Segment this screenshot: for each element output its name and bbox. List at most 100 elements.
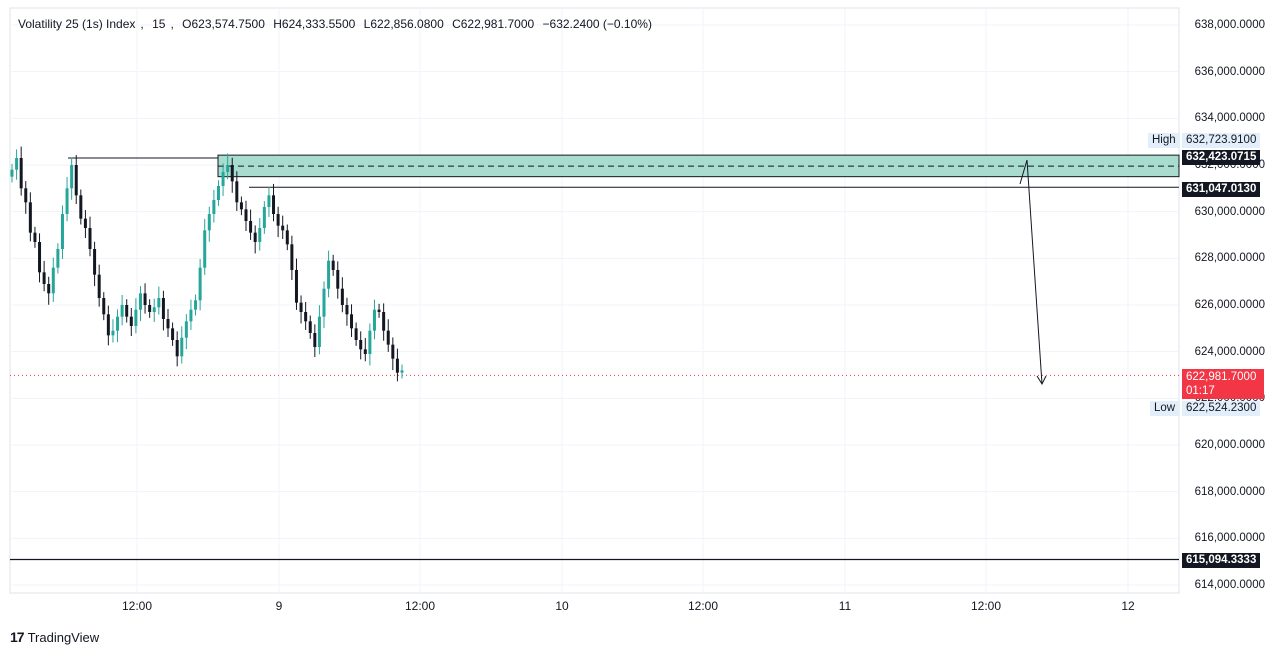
candle-body: [116, 316, 120, 331]
candle-body: [308, 321, 312, 334]
low-value-tag: 622,524.2300: [1182, 401, 1261, 416]
candle-body: [60, 214, 64, 250]
candle-body: [272, 195, 276, 215]
candle-body: [189, 309, 193, 322]
candle-body: [363, 349, 367, 355]
price-tick-label: 630,000.0000: [1194, 205, 1265, 218]
candle-body: [180, 337, 184, 357]
candle-body: [345, 305, 349, 315]
interval-label[interactable]: 15: [152, 17, 166, 31]
candle-body: [230, 165, 234, 182]
zone-top-price-tag: 632,423.0715: [1182, 150, 1261, 165]
candle-body: [226, 165, 230, 173]
candle-body: [15, 158, 19, 170]
candle-body: [79, 195, 83, 219]
candle-body: [33, 232, 37, 243]
price-tick-label: 614,000.0000: [1194, 579, 1265, 591]
time-tick-label: 10: [555, 599, 569, 613]
candle-body: [290, 244, 294, 271]
time-tick-label: 12:00: [970, 599, 1002, 613]
candle-body: [382, 312, 386, 331]
price-tick-label: 628,000.0000: [1194, 252, 1265, 265]
candle-body: [203, 230, 207, 268]
candle-body: [171, 328, 175, 341]
high-value-tag: 632,723.9100: [1182, 133, 1261, 148]
candle-body: [336, 270, 340, 289]
candle-body: [285, 230, 289, 245]
candle-body: [253, 232, 257, 243]
symbol-name[interactable]: Volatility 25 (1s) Index: [18, 17, 136, 31]
projection-arrow-head: [1036, 375, 1047, 386]
candle-body: [317, 316, 321, 348]
candle-body: [313, 333, 317, 348]
candle-body: [93, 249, 97, 275]
candle-body: [359, 340, 363, 350]
candle-body: [377, 309, 381, 313]
candle-body: [125, 305, 129, 317]
candle-body: [400, 370, 404, 373]
candle-body: [249, 221, 253, 233]
candle-body: [258, 228, 262, 243]
time-tick-label: 12:00: [687, 599, 719, 613]
price-tick-label: 616,000.0000: [1194, 532, 1265, 545]
candle-body: [368, 330, 372, 355]
candle-body: [235, 181, 239, 203]
candle-body: [161, 298, 165, 320]
candle-body: [304, 312, 308, 322]
candle-body: [267, 195, 271, 208]
tradingview-brand[interactable]: 17 TradingView: [10, 629, 99, 645]
candle-body: [386, 330, 390, 345]
candle-body: [143, 293, 147, 306]
price-tick-label: 636,000.0000: [1194, 65, 1265, 78]
candle-body: [184, 321, 188, 338]
projection-arrow: [1019, 159, 1043, 385]
candle-body: [340, 288, 344, 306]
candle-body: [221, 172, 225, 187]
low-label-tag: Low: [1150, 401, 1180, 416]
candle-body: [56, 249, 60, 268]
brand-name: TradingView: [27, 629, 100, 645]
candle-body: [239, 202, 243, 210]
candle-body: [129, 316, 133, 327]
time-tick-label: 12: [1121, 599, 1135, 613]
candle-body: [354, 328, 358, 341]
candle-body: [322, 288, 326, 317]
candle-body: [111, 330, 115, 336]
candle-body: [138, 293, 142, 310]
price-tick-label: 618,000.0000: [1194, 485, 1265, 498]
price-tick-label: 624,000.0000: [1194, 345, 1265, 358]
candle-body: [102, 298, 106, 315]
change-value: −632.2400 (−0.10%): [542, 17, 652, 31]
candle-body: [38, 242, 42, 273]
candle-body: [327, 260, 331, 289]
candle-body: [42, 272, 46, 285]
candle-body: [51, 267, 55, 294]
candle-body: [97, 274, 101, 299]
candle-body: [391, 344, 395, 359]
candle-body: [134, 309, 138, 327]
close-value: C622,981.7000: [452, 17, 535, 31]
candle-body: [276, 214, 280, 226]
time-tick-label: 9: [275, 599, 283, 613]
candle-body: [281, 225, 285, 231]
price-tick-label: 634,000.0000: [1194, 112, 1265, 125]
bar-countdown: 01:17: [1186, 385, 1215, 397]
candle-body: [244, 209, 248, 222]
candle-body: [262, 207, 266, 229]
candle-body: [294, 270, 298, 303]
candle-body: [28, 202, 32, 233]
high-label-tag: High: [1148, 133, 1180, 148]
last-price-tag: 622,981.7000 01:17: [1182, 369, 1264, 399]
support-price-tag: 615,094.3333: [1182, 553, 1261, 568]
resistance-price-tag: 631,047.0130: [1182, 182, 1261, 197]
last-price-value: 622,981.7000: [1186, 371, 1257, 383]
candle-body: [372, 309, 376, 331]
candle-body: [19, 158, 23, 189]
candle-body: [216, 186, 220, 201]
tradingview-logo-icon: 17: [10, 629, 25, 645]
candle-body: [331, 260, 335, 271]
candle-body: [350, 314, 354, 329]
candle-body: [10, 169, 14, 177]
candle-body: [24, 188, 28, 203]
